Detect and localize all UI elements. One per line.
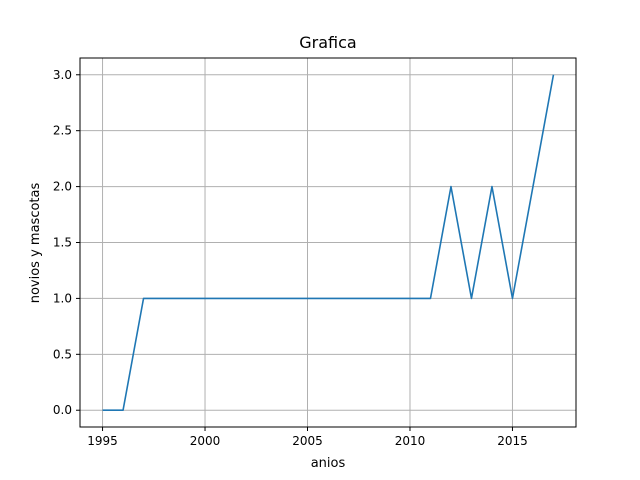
y-tick-label: 1.0 (53, 291, 72, 305)
x-tick-label: 2010 (395, 434, 426, 448)
x-tick-label: 2005 (292, 434, 323, 448)
y-tick-label: 0.0 (53, 403, 72, 417)
y-tick-label: 2.5 (53, 124, 72, 138)
series-line (102, 74, 555, 412)
axis-ticks: 1995 2000 2005 2010 2015 0.0 0.5 1.0 1.5 2.0 2.5 3.… (53, 68, 528, 448)
x-axis-label: anios (311, 456, 346, 471)
series-layer (102, 74, 555, 412)
y-tick-label: 0.5 (53, 347, 72, 361)
y-axis-label: novios y mascotas (28, 183, 43, 304)
y-tick-label: 1.5 (53, 236, 72, 250)
y-tick-label: 2.0 (53, 180, 72, 194)
chart-title: Grafica (299, 33, 356, 52)
y-tick-label: 3.0 (53, 68, 72, 82)
x-tick-label: 1995 (87, 434, 118, 448)
x-tick-label: 2000 (190, 434, 221, 448)
x-tick-label: 2015 (497, 434, 528, 448)
grid-lines (80, 58, 576, 427)
